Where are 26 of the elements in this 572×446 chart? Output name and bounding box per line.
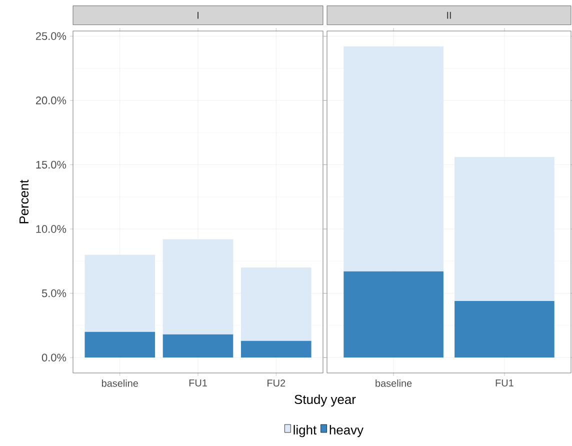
chart-title: II	[447, 12, 451, 19]
x-tick-label: baseline	[102, 380, 138, 387]
bar	[454, 300, 554, 358]
legend-label: heavy	[330, 425, 364, 438]
x-tick-label: FU1	[189, 380, 207, 386]
bar	[344, 271, 444, 358]
y-tick-label: 20.0%	[36, 96, 66, 104]
x-tick-label: FU1	[496, 380, 514, 386]
y-tick-label: 15.0%	[36, 160, 66, 169]
bar	[344, 46, 444, 272]
y-tick-label: 0.0%	[42, 354, 66, 362]
legend-label: light	[294, 425, 317, 438]
y-axis-title: Percent	[20, 180, 29, 224]
bar	[162, 334, 234, 358]
y-tick-label: 25.0%	[36, 32, 66, 40]
x-tick-label: baseline	[376, 380, 412, 387]
bar	[84, 332, 156, 358]
bar	[240, 340, 312, 358]
x-tick-label: FU2	[268, 380, 286, 387]
bar	[84, 254, 156, 332]
bar	[454, 156, 554, 301]
y-tick-label: 5.0%	[42, 289, 66, 298]
y-tick-label: 10.0%	[36, 225, 66, 233]
bar	[162, 239, 234, 334]
bar	[240, 268, 312, 341]
x-axis-title: Study year	[294, 394, 356, 407]
